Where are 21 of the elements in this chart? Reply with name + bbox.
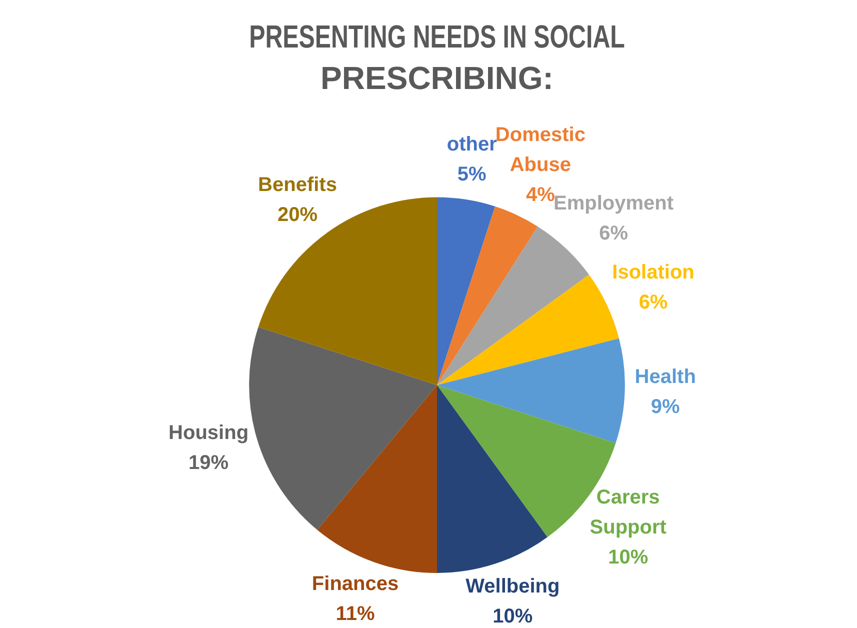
slice-label: Employment bbox=[554, 192, 674, 214]
slice-label: Carers Support bbox=[590, 486, 667, 538]
slice-label: Finances bbox=[312, 573, 399, 596]
data-label: 19% bbox=[188, 452, 229, 474]
slice-label: Isolation bbox=[612, 262, 694, 284]
slice-label: Health bbox=[634, 366, 696, 388]
slice-label: Wellbeing bbox=[466, 575, 560, 598]
data-label: 6% bbox=[638, 292, 668, 314]
slice-label: other bbox=[446, 134, 498, 156]
data-label: 4% bbox=[526, 184, 556, 206]
data-label: 10% bbox=[492, 605, 533, 628]
data-label: 10% bbox=[608, 546, 648, 568]
data-label: 5% bbox=[457, 164, 487, 186]
slice-label: Housing bbox=[168, 422, 249, 444]
slice-label: Domestic Abuse bbox=[495, 124, 586, 176]
slice-label: Benefits bbox=[258, 174, 337, 196]
data-label: 6% bbox=[599, 222, 628, 244]
data-label: 11% bbox=[336, 603, 375, 626]
data-label: 20% bbox=[277, 204, 318, 226]
data-label: 9% bbox=[650, 396, 680, 418]
chart-title: PRESENTING NEEDS IN SOCIAL PRESCRIBING: bbox=[249, 19, 625, 96]
